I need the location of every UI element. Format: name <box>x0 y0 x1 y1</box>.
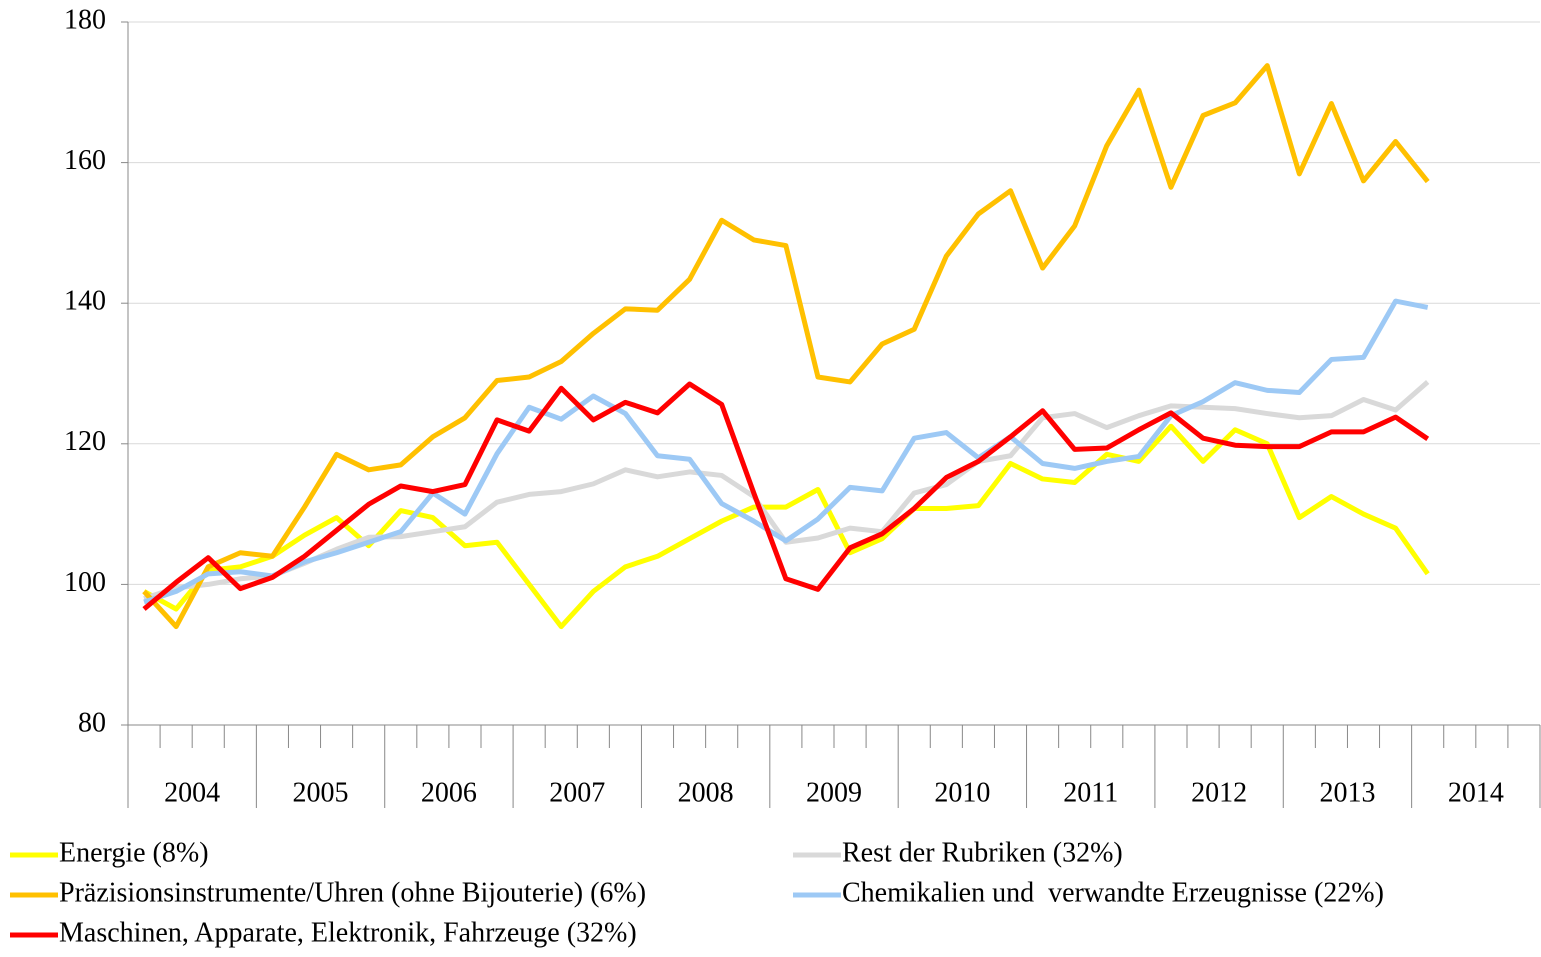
y-tick-label: 80 <box>78 707 106 738</box>
series-line <box>142 381 1430 611</box>
legend-label: Präzisionsinstrumente/Uhren (ohne Bijout… <box>59 877 646 908</box>
x-tick-label: 2008 <box>678 777 734 808</box>
series-line <box>142 423 1430 630</box>
y-tick-label: 160 <box>64 145 106 176</box>
x-tick-label: 2010 <box>934 777 990 808</box>
y-tick-label: 120 <box>64 426 106 457</box>
x-tick-label: 2004 <box>164 777 220 808</box>
x-tick-label: 2014 <box>1448 777 1504 808</box>
series-line <box>143 380 1430 601</box>
legend-label: Maschinen, Apparate, Elektronik, Fahrzeu… <box>59 917 637 948</box>
x-tick-label: 2005 <box>293 777 349 808</box>
x-tick-label: 2007 <box>549 777 605 808</box>
y-tick-label: 180 <box>64 4 106 35</box>
x-tick-label: 2012 <box>1191 777 1247 808</box>
legend-label: Energie (8%) <box>59 837 209 868</box>
x-tick-label: 2011 <box>1063 777 1118 808</box>
x-tick-label: 2009 <box>806 777 862 808</box>
x-tick-label: 2013 <box>1319 777 1375 808</box>
legend-label: Rest der Rubriken (32%) <box>842 837 1123 868</box>
x-tick-label: 2006 <box>421 777 477 808</box>
series-line <box>142 63 1430 630</box>
y-tick-label: 100 <box>64 567 106 598</box>
legend-label: Chemikalien und verwandte Erzeugnisse (2… <box>842 877 1384 908</box>
series-line <box>143 298 1429 605</box>
y-tick-label: 140 <box>64 286 106 317</box>
